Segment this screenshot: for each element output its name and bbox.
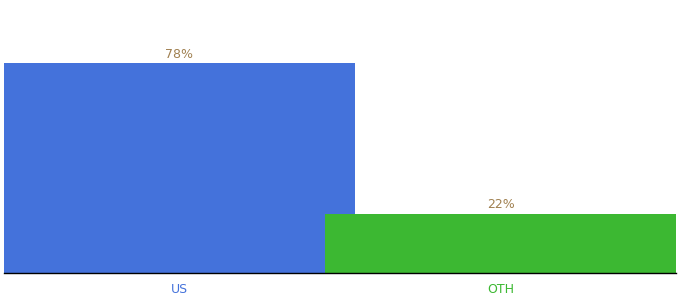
Text: 78%: 78% <box>165 48 193 61</box>
Text: 22%: 22% <box>487 198 515 211</box>
Bar <box>4 63 354 273</box>
Bar <box>326 214 676 273</box>
